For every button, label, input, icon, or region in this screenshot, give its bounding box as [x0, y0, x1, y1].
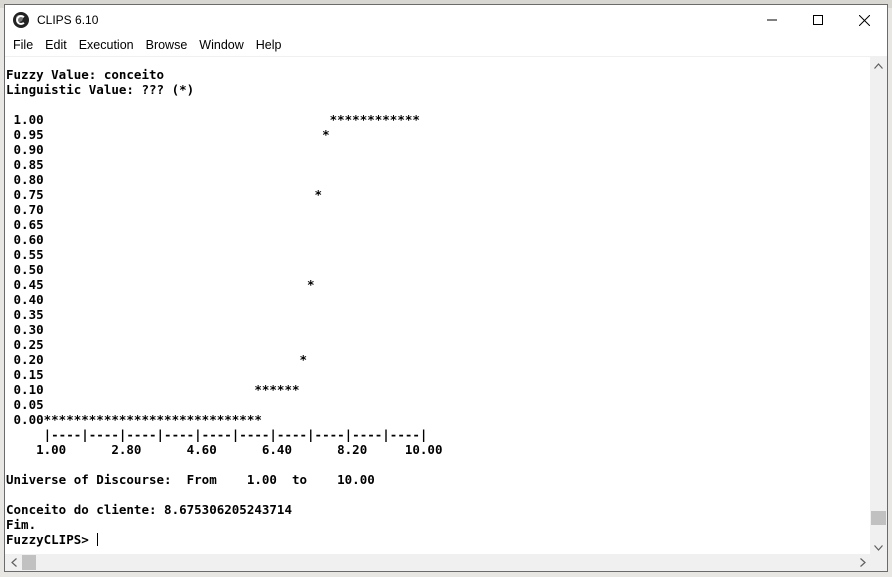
console-line: 0.30	[6, 322, 44, 337]
console-line: 0.40	[6, 292, 44, 307]
clips-window: CLIPS 6.10 File Edit Execution Browse Wi…	[4, 4, 888, 572]
console-line: 0.55	[6, 247, 44, 262]
console-line: Fuzzy Value: conceito	[6, 67, 165, 82]
minimize-icon	[767, 19, 777, 21]
menu-bar: File Edit Execution Browse Window Help	[5, 35, 887, 57]
menu-edit[interactable]: Edit	[45, 38, 67, 52]
scroll-up-button[interactable]	[870, 57, 887, 74]
console-line: 0.75 *	[6, 187, 323, 202]
window-controls	[749, 5, 887, 35]
chevron-left-icon	[10, 558, 17, 567]
console-line: 0.85	[6, 157, 44, 172]
console-line: 0.95 *	[6, 127, 330, 142]
dialog-console[interactable]: Fuzzy Value: conceito Linguistic Value: …	[5, 57, 871, 556]
close-icon	[858, 14, 870, 26]
console-line: 0.25	[6, 337, 44, 352]
console-line: 1.00 2.80 4.60 6.40 8.20 10.00	[6, 442, 443, 457]
console-line: 0.15	[6, 367, 44, 382]
console-line: 0.35	[6, 307, 44, 322]
console-line: Fim.	[6, 517, 37, 532]
console-line: FuzzyCLIPS>	[6, 532, 97, 547]
console-line: 0.50	[6, 262, 44, 277]
console-line: Conceito do cliente: 8.675306205243714	[6, 502, 292, 517]
menu-window[interactable]: Window	[199, 38, 244, 52]
console-line: 0.00*****************************	[6, 412, 262, 427]
console-line: 0.70	[6, 202, 44, 217]
console-line: 0.90	[6, 142, 44, 157]
console-line: 1.00 ************	[6, 112, 420, 127]
vertical-scrollbar[interactable]	[870, 57, 887, 556]
menu-file[interactable]: File	[13, 38, 34, 52]
menu-browse[interactable]: Browse	[145, 38, 188, 52]
console-line: Universe of Discourse: From 1.00 to 10.0…	[6, 472, 375, 487]
console-line: 0.65	[6, 217, 44, 232]
scroll-down-button[interactable]	[870, 539, 887, 556]
console-line: 0.80	[6, 172, 44, 187]
console-output[interactable]: Fuzzy Value: conceito Linguistic Value: …	[5, 57, 871, 547]
console-line: |----|----|----|----|----|----|----|----…	[6, 427, 428, 442]
vertical-scroll-thumb[interactable]	[871, 511, 886, 526]
chevron-up-icon	[874, 62, 883, 69]
maximize-button[interactable]	[795, 5, 841, 35]
scroll-right-button[interactable]	[854, 554, 871, 571]
console-line: 0.45 *	[6, 277, 315, 292]
horizontal-scrollbar[interactable]	[5, 554, 871, 571]
console-line: 0.20 *	[6, 352, 308, 367]
minimize-button[interactable]	[749, 5, 795, 35]
chevron-down-icon	[874, 544, 883, 551]
window-title: CLIPS 6.10	[37, 13, 99, 27]
console-line: 0.60	[6, 232, 44, 247]
maximize-icon	[813, 15, 823, 25]
console-line: 0.05	[6, 397, 44, 412]
chevron-right-icon	[859, 558, 866, 567]
clips-app-icon[interactable]	[13, 12, 29, 28]
console-line: Linguistic Value: ??? (*)	[6, 82, 195, 97]
close-button[interactable]	[841, 5, 887, 35]
menu-help[interactable]: Help	[255, 38, 282, 52]
console-line: 0.10 ******	[6, 382, 300, 397]
text-caret	[97, 533, 99, 546]
scroll-left-button[interactable]	[5, 554, 22, 571]
title-bar[interactable]: CLIPS 6.10	[5, 5, 887, 35]
scrollbar-corner	[870, 554, 887, 571]
menu-execution[interactable]: Execution	[78, 38, 134, 52]
horizontal-scroll-thumb[interactable]	[22, 555, 36, 570]
